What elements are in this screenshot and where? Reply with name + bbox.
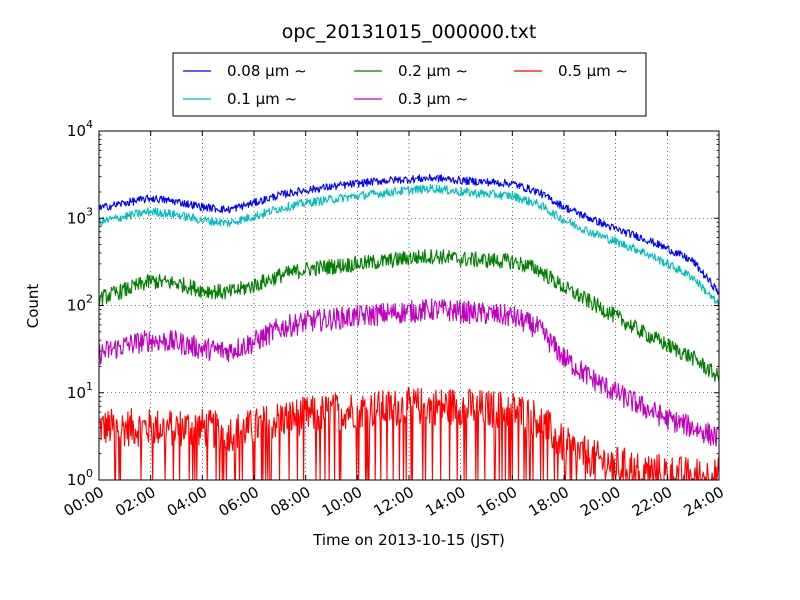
series-line [98,298,720,447]
legend-box [172,52,647,117]
series-line [99,173,720,295]
chart-title: opc_20131015_000000.txt [282,21,537,43]
series-line [98,248,720,383]
series-line [98,184,720,310]
y-axis: 100 101 102 103 104 [67,118,719,489]
y-tick-label: 100 [67,467,93,489]
legend-label: 0.2 μm ∼ [398,62,468,80]
x-axis-label: Time on 2013-10-15 (JST) [312,531,505,549]
y-tick-label: 101 [67,380,93,402]
y-tick-label: 103 [67,205,93,227]
series-group [98,173,720,481]
y-tick-label: 102 [67,293,93,315]
legend: 0.08 μm ∼ 0.1 μm ∼ 0.2 μm ∼ 0.3 μm ∼ 0.5 μm … [172,52,647,117]
legend-label: 0.5 μm ∼ [558,62,628,80]
legend-label: 0.08 μm ∼ [227,62,307,80]
legend-label: 0.1 μm ∼ [227,90,297,108]
y-tick-label: 104 [67,118,93,140]
legend-label: 0.3 μm ∼ [398,90,468,108]
y-axis-label: Count [24,284,42,329]
